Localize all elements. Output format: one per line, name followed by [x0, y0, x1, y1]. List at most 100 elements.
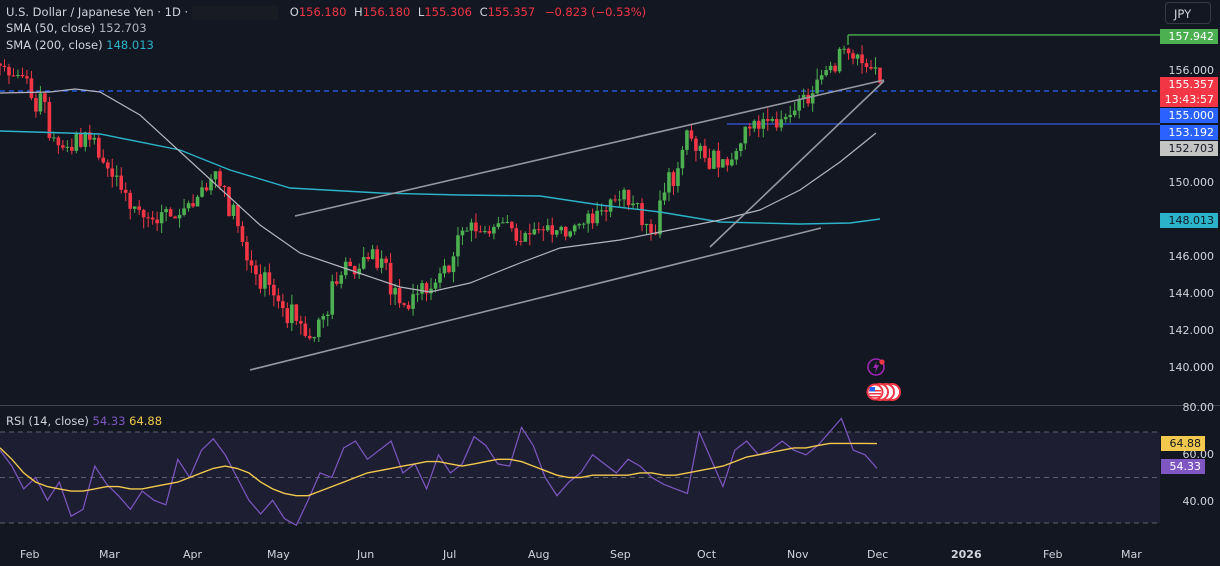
candle-down	[348, 261, 353, 267]
candle-up	[680, 149, 685, 169]
candle-up	[568, 231, 573, 237]
sma50-tag: 152.703	[1160, 141, 1218, 156]
candle-down	[864, 63, 869, 68]
candle-down	[119, 175, 124, 190]
candle-down	[299, 320, 303, 324]
candle-down	[227, 187, 231, 216]
candle-up	[433, 282, 438, 289]
price-tick: 156.000	[1168, 64, 1215, 77]
candle-up	[739, 143, 743, 152]
candle-down	[79, 132, 83, 147]
candle-down	[29, 78, 34, 99]
candle-up	[712, 150, 716, 169]
candle-up	[779, 119, 784, 128]
candle-down	[236, 204, 240, 227]
candle-down	[25, 76, 29, 79]
candle-down	[254, 265, 258, 275]
time-label: Mar	[99, 548, 120, 561]
candle-up	[855, 54, 860, 59]
close-value: 155.357	[487, 5, 536, 19]
currency-button[interactable]: JPY	[1165, 2, 1211, 24]
candle-down	[860, 54, 864, 64]
price-tick: 146.000	[1168, 250, 1215, 263]
rsi-tick: 40.00	[1182, 495, 1215, 508]
candle-up	[312, 337, 317, 339]
support-trendline	[709, 80, 885, 248]
candle-down	[56, 137, 61, 146]
candle-down	[258, 274, 263, 289]
candle-down	[7, 66, 11, 76]
change-value: −0.823 (−0.53%)	[544, 5, 647, 19]
sma200-tag: 148.013	[1160, 213, 1218, 228]
candle-down	[245, 242, 249, 261]
candle-up	[559, 226, 564, 231]
price-tick: 150.000	[1168, 176, 1215, 189]
candle-down	[707, 157, 712, 169]
sma50-value: 152.703	[98, 21, 147, 35]
candle-down	[137, 206, 141, 210]
time-label: Aug	[528, 548, 550, 561]
candle-up	[837, 48, 842, 72]
sma200-value: 148.013	[106, 38, 154, 52]
candle-up	[379, 258, 384, 268]
candle-up	[177, 214, 182, 219]
candle-up	[698, 145, 703, 151]
lightning-event-icon[interactable]	[866, 357, 902, 403]
candle-up	[631, 203, 635, 206]
sma200-legend[interactable]: SMA (200, close) 148.013	[6, 37, 154, 53]
candle-down	[806, 94, 810, 104]
rsi-tag: 54.33	[1161, 459, 1205, 474]
candle-down	[510, 221, 514, 229]
candle-down	[0, 63, 2, 66]
rsi-tick: 80.00	[1182, 401, 1215, 414]
candle-down	[43, 93, 47, 102]
candle-down	[267, 272, 272, 285]
candle-down	[70, 146, 74, 151]
economic-events[interactable]	[864, 382, 904, 408]
candle-down	[406, 304, 411, 309]
rsi-legend[interactable]: RSI (14, close) 54.33 64.88	[6, 413, 162, 429]
candle-down	[47, 101, 52, 138]
candle-up	[842, 48, 846, 50]
symbol-legend: U.S. Dollar / Japanese Yen · 1D · O 156.1…	[6, 4, 646, 20]
candle-up	[83, 132, 88, 147]
candle-down	[563, 226, 568, 237]
candle-up	[770, 118, 775, 121]
candle-up	[483, 231, 487, 233]
candle-up	[788, 115, 793, 118]
high-value: 156.180	[362, 5, 411, 19]
candle-up	[801, 94, 806, 99]
rsi-ma-value: 64.88	[129, 414, 163, 428]
price-tick: 142.000	[1168, 324, 1215, 337]
candle-down	[204, 187, 209, 191]
open-key: O	[289, 5, 299, 19]
candle-up	[635, 203, 640, 205]
candle-up	[186, 203, 191, 209]
candle-down	[869, 67, 873, 69]
candle-down	[550, 225, 555, 235]
rsi-ma-tag: 64.88	[1161, 436, 1205, 451]
candle-down	[249, 260, 254, 266]
level-153-tag: 153.192	[1160, 125, 1218, 140]
candle-down	[34, 98, 38, 112]
candle-down	[536, 229, 541, 231]
candle-up	[595, 210, 599, 224]
channel-lower-line	[249, 227, 822, 371]
candle-down	[101, 157, 106, 163]
time-label: May	[267, 548, 290, 561]
candle-up	[164, 209, 168, 213]
candle-down	[218, 171, 222, 186]
sma200-line	[0, 130, 881, 225]
candle-down	[240, 226, 245, 243]
sma50-legend[interactable]: SMA (50, close) 152.703	[6, 20, 147, 36]
us-flag-event-icon[interactable]	[864, 382, 904, 404]
candle-down	[613, 199, 617, 201]
candle-up	[361, 257, 366, 269]
candle-up	[209, 179, 213, 191]
level-155-tag: 155.000	[1160, 108, 1218, 123]
candle-down	[96, 137, 101, 158]
candle-down	[2, 65, 7, 67]
candle-up	[523, 233, 528, 242]
symbol-title[interactable]: U.S. Dollar / Japanese Yen · 1D ·	[6, 5, 189, 19]
